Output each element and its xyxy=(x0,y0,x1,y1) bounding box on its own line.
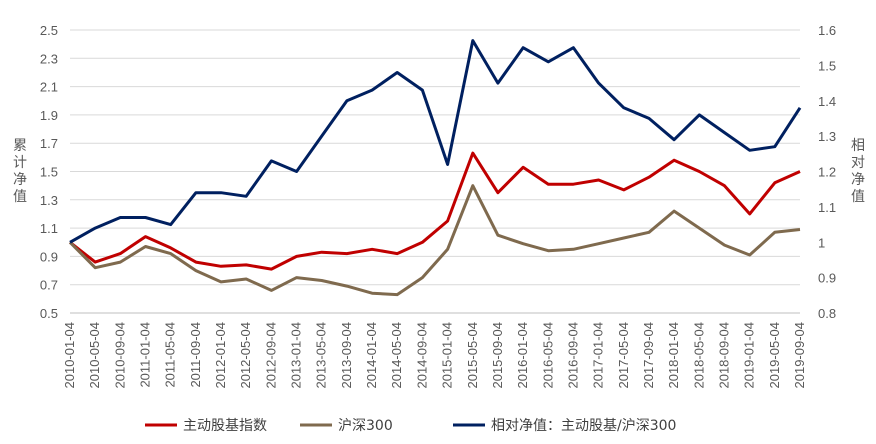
left-tick-label: 2.3 xyxy=(40,51,58,66)
left-axis-ticks: 2.5 2.3 2.1 1.9 1.7 1.5 1.3 1.1 0.9 0.7 0.5 xyxy=(40,23,58,321)
x-tick-label: 2014-09-04 xyxy=(414,322,429,389)
right-axis-title: 相对净值 xyxy=(851,138,865,205)
x-tick-label: 2017-01-04 xyxy=(591,322,606,389)
x-tick-label: 2010-09-04 xyxy=(112,322,127,389)
x-tick-label: 2017-05-04 xyxy=(616,322,631,389)
right-tick-label: 1.1 xyxy=(818,200,836,215)
x-tick-label: 2011-05-04 xyxy=(163,322,178,388)
x-tick-label: 2016-09-04 xyxy=(565,322,580,389)
x-tick-label: 2010-05-04 xyxy=(87,322,102,389)
x-tick-label: 2018-09-04 xyxy=(716,322,731,389)
left-axis-title: 累计净值 xyxy=(13,138,27,205)
x-tick-label: 2017-09-04 xyxy=(641,322,656,389)
x-tick-label: 2012-01-04 xyxy=(213,322,228,389)
x-tick-label: 2016-05-04 xyxy=(540,322,555,389)
left-tick-label: 0.9 xyxy=(40,249,58,264)
gridlines xyxy=(70,29,800,314)
left-tick-label: 2.1 xyxy=(40,80,58,95)
left-tick-label: 1.7 xyxy=(40,136,58,151)
x-tick-label: 2019-05-04 xyxy=(767,322,782,389)
x-tick-label: 2012-05-04 xyxy=(238,322,253,389)
x-tick-label: 2014-01-04 xyxy=(364,322,379,389)
series-line-1 xyxy=(68,184,801,297)
right-axis-ticks: 1.6 1.5 1.4 1.3 1.2 1.1 1 0.9 0.8 xyxy=(818,23,836,321)
left-tick-label: 1.1 xyxy=(40,221,58,236)
left-tick-label: 2.5 xyxy=(40,23,58,38)
left-tick-label: 0.5 xyxy=(40,306,58,321)
right-tick-label: 1.5 xyxy=(818,58,836,73)
x-axis-ticks: 2010-01-04 2010-05-04 2010-09-04 2011-01-04… xyxy=(62,322,807,389)
left-tick-label: 1.5 xyxy=(40,165,58,180)
x-tick-label: 2013-09-04 xyxy=(339,322,354,389)
x-tick-label: 2019-01-04 xyxy=(742,322,757,389)
x-tick-label: 2013-05-04 xyxy=(314,322,329,389)
right-tick-label: 1 xyxy=(818,235,825,250)
x-tick-label: 2011-09-04 xyxy=(188,322,203,388)
series-lines xyxy=(68,39,802,297)
right-tick-label: 1.2 xyxy=(818,165,836,180)
legend-label-0: 主动股基指数 xyxy=(183,417,267,434)
left-tick-label: 0.7 xyxy=(40,278,58,293)
x-tick-label: 2011-01-04 xyxy=(138,322,153,388)
right-tick-label: 1.4 xyxy=(818,94,836,109)
right-tick-label: 1.6 xyxy=(818,23,836,38)
x-tick-label: 2016-01-04 xyxy=(515,322,530,389)
right-tick-label: 0.8 xyxy=(818,306,836,321)
x-tick-label: 2010-01-04 xyxy=(62,322,77,389)
series-line-0 xyxy=(69,151,801,271)
series-line-2 xyxy=(69,39,802,244)
left-tick-label: 1.9 xyxy=(40,108,58,123)
legend-label-2: 相对净值：主动股基/沪深300 xyxy=(491,417,676,434)
x-tick-label: 2015-05-04 xyxy=(465,322,480,389)
x-tick-label: 2013-01-04 xyxy=(289,322,304,389)
x-tick-label: 2015-01-04 xyxy=(440,322,455,389)
right-tick-label: 0.9 xyxy=(818,271,836,286)
x-tick-label: 2012-09-04 xyxy=(263,322,278,389)
x-tick-label: 2018-05-04 xyxy=(691,322,706,389)
legend: 主动股基指数 沪深300 相对净值：主动股基/沪深300 xyxy=(145,417,676,434)
left-tick-label: 1.3 xyxy=(40,193,58,208)
x-tick-label: 2014-05-04 xyxy=(389,322,404,389)
x-tick-label: 2018-01-04 xyxy=(666,322,681,389)
x-tick-label: 2015-09-04 xyxy=(490,322,505,389)
x-tick-label: 2019-09-04 xyxy=(792,322,807,389)
legend-label-1: 沪深300 xyxy=(338,418,393,434)
right-tick-label: 1.3 xyxy=(818,129,836,144)
